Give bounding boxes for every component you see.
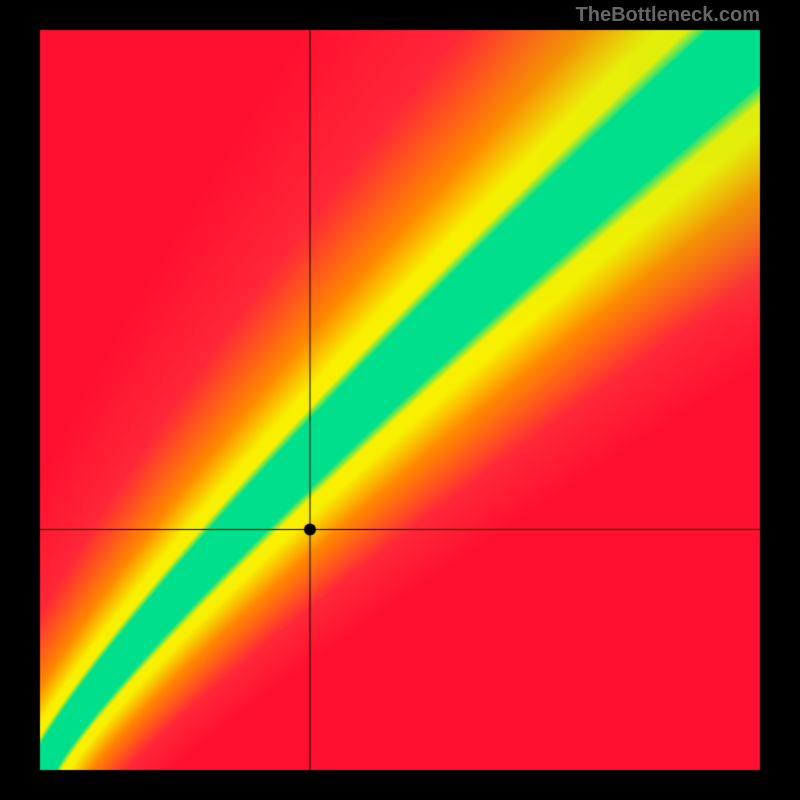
bottleneck-heatmap	[0, 0, 800, 800]
chart-container: TheBottleneck.com	[0, 0, 800, 800]
watermark-text: TheBottleneck.com	[576, 4, 760, 27]
